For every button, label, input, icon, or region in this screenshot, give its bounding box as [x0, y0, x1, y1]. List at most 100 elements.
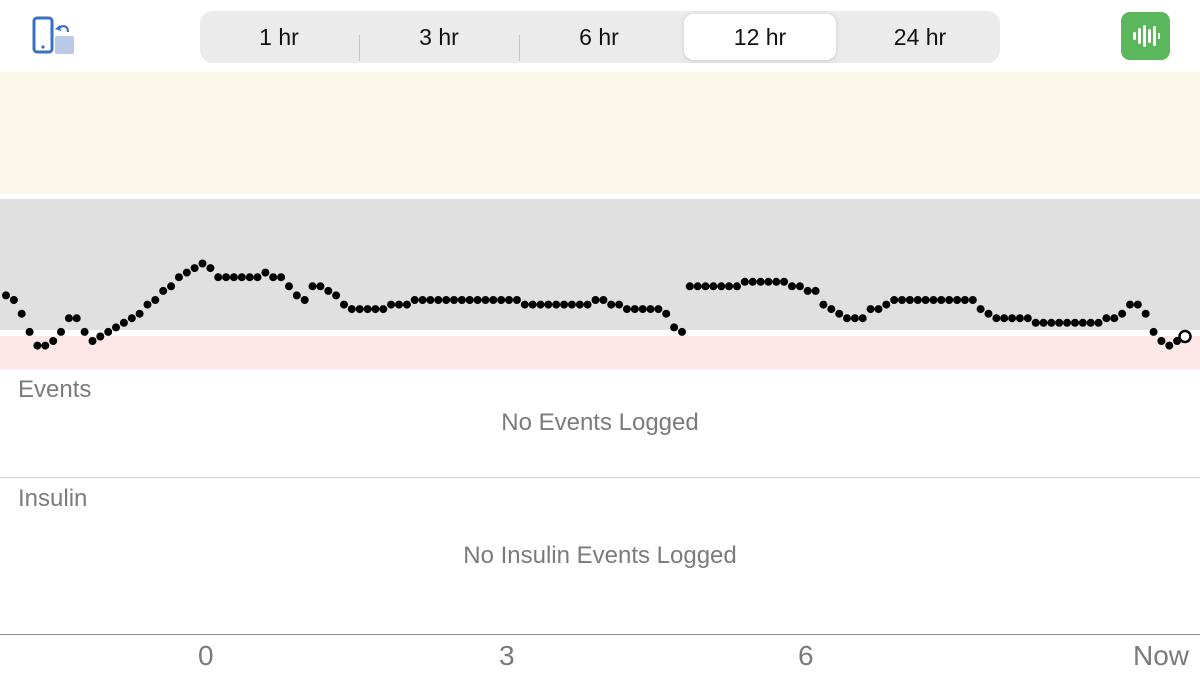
glucose-point: [654, 305, 663, 314]
glucose-point: [72, 314, 81, 323]
x-tick-label: Now: [1133, 640, 1190, 671]
glucose-point: [827, 305, 836, 314]
glucose-point: [607, 300, 616, 309]
glucose-point: [1165, 341, 1174, 350]
glucose-point: [662, 309, 671, 318]
glucose-point: [536, 300, 545, 309]
glucose-point: [245, 273, 254, 282]
glucose-point: [811, 286, 820, 295]
glucose-point: [57, 327, 65, 336]
glucose-point: [512, 296, 521, 304]
glucose-point: [457, 296, 466, 304]
glucose-point: [780, 277, 789, 286]
glucose-point: [615, 300, 624, 309]
segment-6-hr[interactable]: 6 hr: [579, 23, 619, 50]
glucose-point: [41, 341, 50, 350]
x-tick-label: 6: [798, 640, 814, 671]
glucose-point: [764, 277, 773, 286]
time-range-segmented-control: 1 hr 3 hr 6 hr 12 hr 24 hr: [200, 11, 1000, 63]
glucose-point: [450, 296, 458, 304]
glucose-point: [552, 300, 561, 309]
glucose-point: [1149, 327, 1158, 336]
glucose-point: [418, 296, 427, 304]
glucose-point: [316, 282, 325, 291]
segment-12-hr[interactable]: 12 hr: [684, 14, 836, 60]
glucose-point: [1015, 314, 1024, 323]
glucose-point: [1086, 318, 1095, 327]
events-empty-message: No Events Logged: [501, 409, 699, 436]
glucose-point: [143, 300, 152, 309]
insulin-empty-message: No Insulin Events Logged: [463, 542, 737, 569]
glucose-point: [575, 300, 584, 309]
glucose-point: [740, 277, 749, 286]
glucose-point: [1110, 314, 1119, 323]
glucose-point: [567, 300, 576, 309]
glucose-point: [858, 314, 867, 323]
sound-waveform-icon[interactable]: [1121, 12, 1170, 60]
glucose-point: [929, 296, 938, 304]
glucose-point: [347, 305, 356, 314]
current-glucose-point: [1178, 329, 1192, 344]
high-range-band: [0, 72, 1200, 194]
segment-24-hr[interactable]: 24 hr: [893, 23, 947, 50]
glucose-point: [1118, 309, 1127, 318]
glucose-point: [473, 296, 482, 304]
glucose-point: [528, 300, 537, 309]
glucose-point: [1039, 318, 1048, 327]
glucose-point: [1133, 300, 1142, 309]
rotate-device-icon[interactable]: [30, 16, 78, 58]
glucose-point: [882, 300, 891, 309]
glucose-point: [151, 296, 160, 304]
glucose-point: [1157, 337, 1166, 345]
glucose-point: [9, 296, 18, 304]
glucose-point: [308, 282, 317, 291]
glucose-point: [803, 286, 812, 295]
glucose-point: [756, 277, 765, 286]
glucose-point: [1047, 318, 1056, 327]
glucose-point: [64, 314, 73, 323]
insulin-section-title: Insulin: [18, 485, 88, 512]
x-tick-label: 0: [198, 640, 214, 671]
glucose-point: [96, 332, 105, 341]
glucose-point: [905, 296, 914, 304]
x-tick-label: 3: [499, 640, 515, 671]
glucose-point: [229, 273, 238, 282]
glucose-point: [489, 296, 498, 304]
glucose-point: [119, 318, 128, 327]
glucose-point: [913, 296, 922, 304]
glucose-point: [1055, 318, 1064, 327]
glucose-point: [748, 277, 757, 286]
glucose-point: [80, 327, 89, 336]
glucose-point: [520, 300, 529, 309]
x-axis-line: [0, 634, 1200, 635]
segment-divider: [519, 35, 520, 61]
glucose-point: [88, 337, 97, 345]
glucose-point: [481, 296, 490, 304]
glucose-point: [1023, 314, 1032, 323]
glucose-point: [277, 273, 286, 282]
glucose-point: [17, 309, 26, 318]
glucose-point: [560, 300, 569, 309]
glucose-point: [1063, 318, 1072, 327]
glucose-point: [292, 291, 301, 300]
glucose-point: [237, 273, 246, 282]
glucose-point: [167, 282, 176, 291]
glucose-point: [685, 282, 694, 291]
glucose-point: [1031, 318, 1040, 327]
glucose-point: [1094, 318, 1103, 327]
glucose-point: [591, 296, 600, 304]
glucose-point: [678, 327, 686, 336]
glucose-point: [835, 309, 844, 318]
glucose-point: [583, 300, 592, 309]
glucose-point: [190, 264, 199, 273]
glucose-point: [984, 309, 993, 318]
glucose-point: [599, 296, 608, 304]
glucose-point: [850, 314, 859, 323]
glucose-point: [2, 291, 10, 300]
segment-3-hr[interactable]: 3 hr: [419, 23, 459, 50]
glucose-point: [410, 296, 419, 304]
glucose-point: [355, 305, 364, 314]
segment-1-hr[interactable]: 1 hr: [259, 23, 299, 50]
glucose-point: [1071, 318, 1079, 327]
glucose-point: [387, 300, 396, 309]
